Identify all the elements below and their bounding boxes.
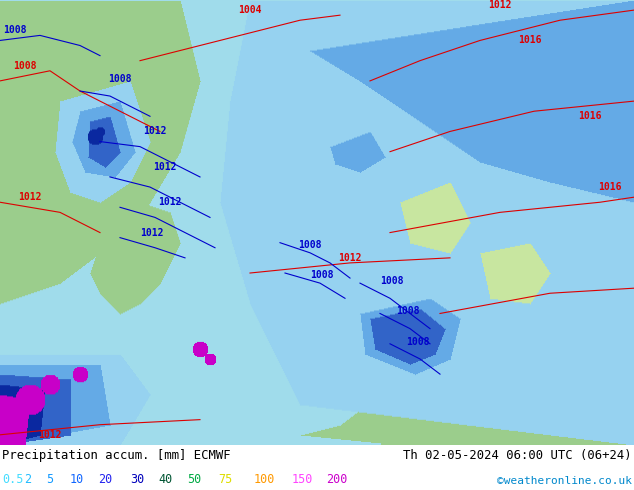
Text: 1012: 1012 bbox=[38, 430, 61, 440]
Text: 10: 10 bbox=[70, 473, 84, 487]
Text: 30: 30 bbox=[130, 473, 144, 487]
Text: 1012: 1012 bbox=[153, 162, 177, 172]
Text: 1008: 1008 bbox=[396, 306, 420, 317]
Text: 0.5: 0.5 bbox=[2, 473, 23, 487]
Text: 1008: 1008 bbox=[380, 276, 404, 286]
Text: 1004: 1004 bbox=[238, 5, 262, 15]
Text: 40: 40 bbox=[158, 473, 172, 487]
Text: 1008: 1008 bbox=[3, 25, 27, 35]
Text: 1012: 1012 bbox=[488, 0, 512, 10]
Text: 50: 50 bbox=[187, 473, 201, 487]
Text: 1016: 1016 bbox=[598, 182, 622, 192]
Text: 75: 75 bbox=[219, 473, 233, 487]
Text: Precipitation accum. [mm] ECMWF: Precipitation accum. [mm] ECMWF bbox=[2, 448, 231, 462]
Text: 200: 200 bbox=[327, 473, 348, 487]
Text: 1008: 1008 bbox=[310, 270, 333, 280]
Text: 20: 20 bbox=[98, 473, 112, 487]
Text: 1012: 1012 bbox=[140, 227, 164, 238]
Text: 1008: 1008 bbox=[298, 240, 321, 250]
Text: 2: 2 bbox=[24, 473, 31, 487]
Text: Th 02-05-2024 06:00 UTC (06+24): Th 02-05-2024 06:00 UTC (06+24) bbox=[403, 448, 632, 462]
Text: ©weatheronline.co.uk: ©weatheronline.co.uk bbox=[497, 476, 632, 487]
Text: 100: 100 bbox=[254, 473, 275, 487]
Text: 1012: 1012 bbox=[158, 197, 182, 207]
Text: 1012: 1012 bbox=[143, 126, 167, 136]
Text: 1016: 1016 bbox=[518, 35, 541, 46]
Text: 1016: 1016 bbox=[578, 111, 602, 122]
Text: 150: 150 bbox=[292, 473, 313, 487]
Text: 1008: 1008 bbox=[406, 337, 430, 347]
Text: 1012: 1012 bbox=[339, 253, 362, 263]
Text: 5: 5 bbox=[46, 473, 53, 487]
Text: 1008: 1008 bbox=[13, 61, 37, 71]
Text: 1012: 1012 bbox=[18, 192, 42, 202]
Text: 1008: 1008 bbox=[108, 74, 132, 84]
